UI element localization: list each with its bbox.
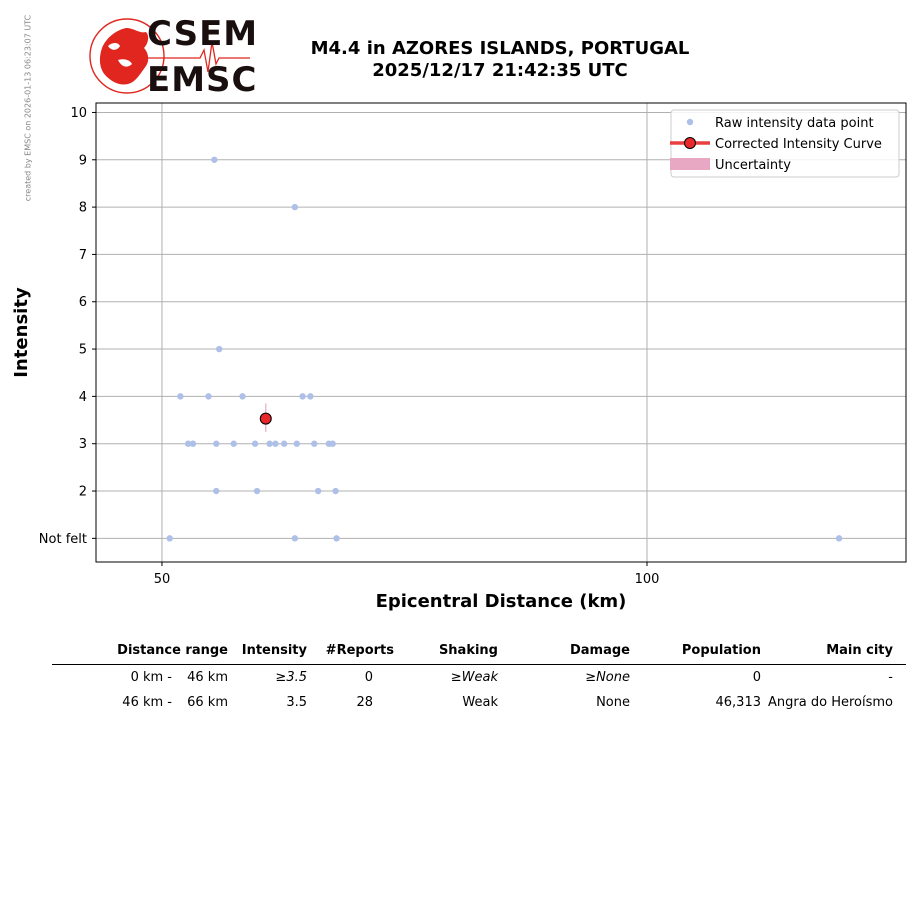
cell-intensity: ≥3.5 bbox=[275, 670, 307, 685]
raw-intensity-point bbox=[177, 393, 184, 400]
raw-intensity-point bbox=[205, 393, 212, 400]
chart-title: M4.4 in AZORES ISLANDS, PORTUGAL 2025/12… bbox=[290, 38, 710, 82]
y-tick-label: 5 bbox=[79, 343, 87, 358]
x-tick-label: 50 bbox=[154, 572, 171, 587]
raw-intensity-point bbox=[293, 440, 301, 447]
logo-text-csem: CSEM bbox=[147, 14, 259, 54]
y-tick-label: 6 bbox=[79, 295, 87, 310]
raw-intensity-point bbox=[291, 203, 299, 211]
table-row: 46 km - 66 km 3.5 28 Weak None 46,313 An… bbox=[52, 690, 906, 715]
raw-intensity-point bbox=[211, 156, 218, 163]
intensity-table: Distance range Intensity #Reports Shakin… bbox=[52, 638, 906, 715]
logo-graphic bbox=[89, 18, 250, 94]
y-tick-label: 10 bbox=[70, 106, 87, 121]
table-header-row: Distance range Intensity #Reports Shakin… bbox=[52, 638, 906, 665]
logo-text-emsc: EMSC bbox=[147, 60, 258, 100]
legend-swatch-uncertainty bbox=[670, 158, 710, 170]
legend-label: Uncertainty bbox=[715, 158, 791, 173]
raw-intensity-point bbox=[239, 393, 246, 400]
cell-reports: 28 bbox=[356, 695, 373, 710]
raw-intensity-point bbox=[184, 440, 192, 447]
raw-intensity-point bbox=[311, 440, 318, 447]
header-reports: #Reports bbox=[325, 643, 394, 658]
y-tick-label: 2 bbox=[79, 485, 87, 500]
cell-main-city: Angra do Heroísmo bbox=[768, 695, 893, 710]
legend-swatch-curve-marker bbox=[684, 137, 696, 149]
raw-intensity-point bbox=[166, 535, 173, 542]
raw-intensity-point bbox=[189, 440, 197, 447]
cell-damage: None bbox=[596, 695, 630, 710]
cell-shaking: ≥Weak bbox=[450, 670, 498, 685]
cell-intensity: 3.5 bbox=[286, 695, 307, 710]
header-distance-range: Distance range bbox=[117, 643, 228, 658]
y-tick-label: Not felt bbox=[39, 532, 87, 547]
raw-intensity-point bbox=[307, 393, 314, 400]
raw-intensity-point bbox=[272, 440, 279, 447]
x-tick-label: 100 bbox=[635, 572, 660, 587]
legend-label: Corrected Intensity Curve bbox=[715, 137, 882, 152]
cell-damage: ≥None bbox=[585, 670, 630, 685]
raw-intensity-point bbox=[835, 535, 843, 542]
header-main-city: Main city bbox=[826, 643, 893, 658]
y-tick-label: 3 bbox=[79, 437, 87, 452]
raw-intensity-point bbox=[329, 440, 336, 447]
cell-dist-to: 66 km bbox=[187, 695, 228, 710]
y-tick-label: 4 bbox=[79, 390, 87, 405]
raw-intensity-point bbox=[230, 440, 237, 447]
header-shaking: Shaking bbox=[438, 643, 498, 658]
table-row: 0 km - 46 km ≥3.5 0 ≥Weak ≥None 0 - bbox=[52, 665, 906, 690]
cell-main-city: - bbox=[888, 670, 893, 685]
intensity-chart: Not felt 2 3 4 5 6 7 8 9 10 50 100 Epicentral Distan… bbox=[11, 102, 907, 612]
raw-intensity-point bbox=[213, 487, 220, 495]
raw-intensity-point bbox=[213, 440, 220, 447]
cell-dist-from: 0 km - bbox=[130, 670, 172, 685]
legend-label: Raw intensity data point bbox=[715, 116, 874, 131]
legend-swatch-raw bbox=[686, 118, 694, 126]
raw-intensity-point bbox=[299, 393, 306, 400]
title-line-event: M4.4 in AZORES ISLANDS, PORTUGAL bbox=[310, 38, 690, 59]
corrected-intensity-point bbox=[259, 412, 272, 425]
x-axis-label: Epicentral Distance (km) bbox=[376, 591, 627, 612]
emsc-logo: CSEM EMSC bbox=[88, 14, 257, 100]
header-damage: Damage bbox=[569, 643, 630, 658]
header-population: Population bbox=[681, 643, 761, 658]
y-tick-label: 9 bbox=[79, 153, 87, 168]
raw-intensity-point bbox=[333, 535, 340, 542]
cell-dist-to: 46 km bbox=[187, 670, 228, 685]
raw-intensity-point bbox=[291, 535, 299, 542]
y-tick-label: 8 bbox=[79, 201, 87, 216]
cell-dist-from: 46 km - bbox=[122, 695, 172, 710]
header-intensity: Intensity bbox=[241, 643, 307, 658]
raw-intensity-point bbox=[215, 345, 223, 353]
plot-frame bbox=[95, 102, 907, 563]
raw-intensity-point bbox=[280, 440, 288, 447]
cell-reports: 0 bbox=[364, 670, 373, 685]
raw-intensity-point bbox=[332, 487, 339, 495]
y-axis-label: Intensity bbox=[11, 287, 32, 378]
title-line-datetime: 2025/12/17 21:42:35 UTC bbox=[372, 60, 628, 81]
raw-intensity-point bbox=[253, 487, 261, 495]
cell-population: 46,313 bbox=[715, 695, 762, 710]
y-tick-label: 7 bbox=[79, 248, 87, 263]
raw-intensity-point bbox=[314, 487, 322, 495]
cell-population: 0 bbox=[752, 670, 761, 685]
raw-intensity-point bbox=[251, 440, 259, 447]
raw-intensity-point bbox=[266, 440, 273, 447]
cell-shaking: Weak bbox=[462, 695, 498, 710]
